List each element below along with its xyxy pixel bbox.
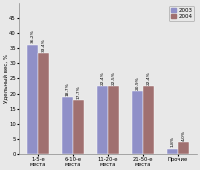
Text: 1,8%: 1,8% <box>170 136 174 147</box>
Text: 20,9%: 20,9% <box>135 76 139 90</box>
Text: 4,0%: 4,0% <box>182 130 186 141</box>
Text: 22,4%: 22,4% <box>100 71 104 85</box>
Bar <box>108 86 119 154</box>
Text: 22,4%: 22,4% <box>147 71 151 85</box>
Legend: 2003, 2004: 2003, 2004 <box>169 6 194 21</box>
Bar <box>97 86 108 154</box>
Bar <box>62 97 73 154</box>
Text: 17,7%: 17,7% <box>77 86 81 99</box>
Bar <box>143 86 154 154</box>
Bar <box>73 100 84 154</box>
Text: 22,5%: 22,5% <box>112 71 116 85</box>
Text: 18,7%: 18,7% <box>65 82 69 96</box>
Y-axis label: Удельный вес, %: Удельный вес, % <box>3 54 8 103</box>
Bar <box>27 45 38 154</box>
Bar <box>178 142 189 154</box>
Bar <box>38 53 49 154</box>
Text: 36,2%: 36,2% <box>30 30 34 43</box>
Bar <box>132 91 143 154</box>
Text: 33,4%: 33,4% <box>42 38 46 52</box>
Bar <box>167 149 178 154</box>
